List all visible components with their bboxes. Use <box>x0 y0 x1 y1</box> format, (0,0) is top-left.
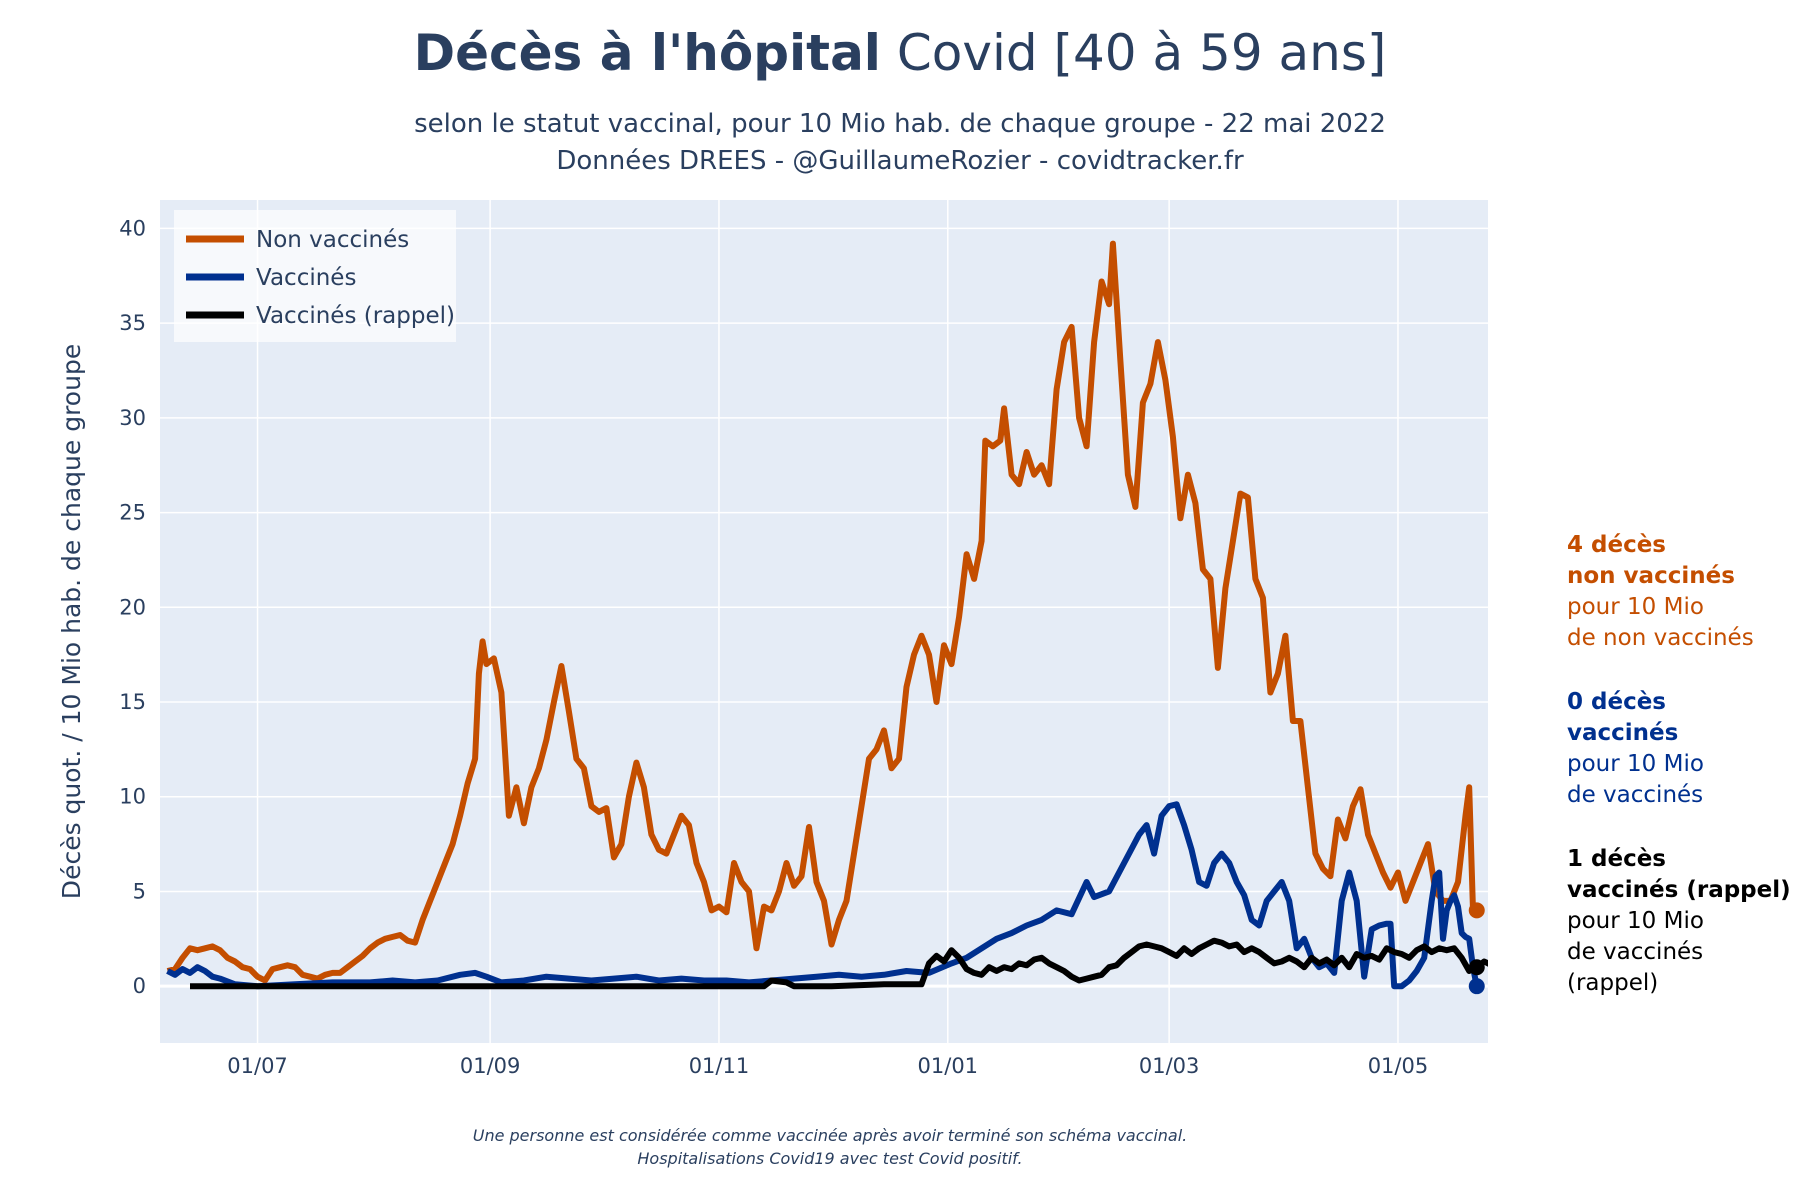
y-tick-label: 35 <box>119 311 146 335</box>
annotation-1-line-2: pour 10 Mio <box>1567 751 1704 777</box>
annotation-0: 4 décès non vaccinés pour 10 Mio de non vac… <box>1567 530 1754 654</box>
legend-label-0: Non vaccinés <box>256 227 409 253</box>
chart-title-bold: Décès à l'hôpital <box>413 24 881 82</box>
y-tick-label: 25 <box>119 501 146 525</box>
y-tick-label: 10 <box>119 785 146 809</box>
annotation-0-line-3: de non vaccinés <box>1567 625 1754 651</box>
annotation-2-line-1: vaccinés (rappel) <box>1567 877 1791 903</box>
y-tick-label: 20 <box>119 595 146 619</box>
subtitle-line-2: Données DREES - @GuillaumeRozier - covid… <box>556 146 1244 176</box>
annotation-0-line-0: 4 décès <box>1567 532 1666 558</box>
x-tick-label: 01/05 <box>1368 1054 1429 1078</box>
chart-title: Décès à l'hôpital Covid [40 à 59 ans] <box>0 22 1800 84</box>
legend-label-2: Vaccinés (rappel) <box>256 303 455 329</box>
series-group <box>166 240 1488 995</box>
annotation-0-line-1: non vaccinés <box>1567 563 1735 589</box>
annotation-1-line-1: vaccinés <box>1567 720 1679 746</box>
footnote: Une personne est considérée comme vaccin… <box>0 1124 1660 1170</box>
x-tick-label: 01/03 <box>1139 1054 1200 1078</box>
y-tick-label: 30 <box>119 406 146 430</box>
annotation-2-line-2: pour 10 Mio <box>1567 908 1704 934</box>
annotation-2: 1 décès vaccinés (rappel) pour 10 Mio de va… <box>1567 844 1800 999</box>
footnote-line-1: Une personne est considérée comme vaccin… <box>472 1126 1188 1145</box>
annotation-1: 0 décès vaccinés pour 10 Mio de vaccinés <box>1567 687 1704 811</box>
x-tick-label: 01/07 <box>227 1054 288 1078</box>
x-tick-label: 01/01 <box>918 1054 979 1078</box>
legend-label-1: Vaccinés <box>256 265 356 291</box>
y-tick-label: 5 <box>133 879 146 903</box>
x-tick-label: 01/09 <box>460 1054 521 1078</box>
annotation-2-line-3: de vaccinés (rappel) <box>1567 939 1704 996</box>
y-axis-title: Décès quot. / 10 Mio hab. de chaque grou… <box>57 344 86 899</box>
footnote-line-2: Hospitalisations Covid19 avec test Covid… <box>637 1149 1023 1168</box>
subtitle-line-1: selon le statut vaccinal, pour 10 Mio ha… <box>414 109 1386 139</box>
series-line-1 <box>166 801 1480 990</box>
annotation-1-line-0: 0 décès <box>1567 689 1666 715</box>
series-end-marker-2 <box>1468 959 1485 976</box>
chart-subtitle: selon le statut vaccinal, pour 10 Mio ha… <box>0 106 1800 180</box>
annotation-1-line-3: de vaccinés <box>1567 782 1704 808</box>
series-line-0 <box>166 240 1477 984</box>
series-end-marker-1 <box>1468 978 1485 995</box>
annotation-0-line-2: pour 10 Mio <box>1567 594 1704 620</box>
series-end-marker-0 <box>1468 902 1485 919</box>
annotation-2-line-0: 1 décès <box>1567 846 1666 872</box>
y-tick-label: 0 <box>133 974 146 998</box>
x-tick-label: 01/11 <box>689 1054 750 1078</box>
series-line-2 <box>190 937 1488 990</box>
chart-title-rest: Covid [40 à 59 ans] <box>880 24 1387 82</box>
y-tick-label: 15 <box>119 690 146 714</box>
y-tick-label: 40 <box>119 216 146 240</box>
